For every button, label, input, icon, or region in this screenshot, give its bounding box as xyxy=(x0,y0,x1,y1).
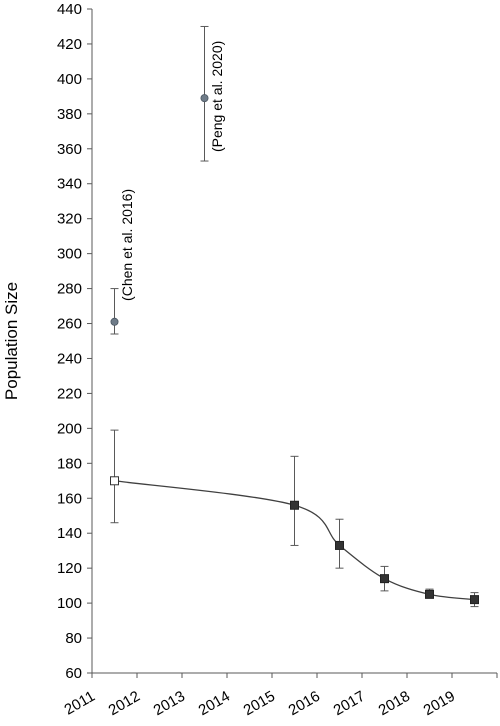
y-tick-label: 320 xyxy=(57,211,82,228)
y-tick-label: 400 xyxy=(57,71,82,88)
x-tick-label: 2017 xyxy=(331,688,368,719)
y-tick-label: 120 xyxy=(57,560,82,577)
y-tick-label: 260 xyxy=(57,316,82,333)
x-tick-label: 2016 xyxy=(286,688,323,719)
x-tick-label: 2012 xyxy=(106,688,143,719)
y-tick-label: 360 xyxy=(57,141,82,158)
y-tick-label: 240 xyxy=(57,350,82,367)
y-tick-label: 180 xyxy=(57,455,82,472)
y-tick-label: 380 xyxy=(57,106,82,123)
y-tick-label: 440 xyxy=(57,1,82,18)
x-tick-label: 2019 xyxy=(421,688,458,719)
data-point-circle xyxy=(200,94,209,103)
data-point-square xyxy=(425,589,434,599)
y-tick-label: 200 xyxy=(57,420,82,437)
data-point-square xyxy=(470,595,479,605)
y-tick-label: 80 xyxy=(65,630,82,647)
y-axis-title: Population Size xyxy=(2,282,21,400)
y-tick-label: 420 xyxy=(57,36,82,53)
y-tick-label: 340 xyxy=(57,176,82,193)
x-tick-label: 2018 xyxy=(376,688,413,719)
y-tick-label: 160 xyxy=(57,490,82,507)
data-point-circle xyxy=(110,317,119,326)
data-point-square xyxy=(290,500,299,510)
y-tick-label: 300 xyxy=(57,246,82,263)
x-tick-label: 2014 xyxy=(196,688,233,719)
x-tick-label: 2013 xyxy=(151,688,188,719)
y-tick-label: 280 xyxy=(57,281,82,298)
y-tick-label: 100 xyxy=(57,595,82,612)
citation-annotation: (Peng et al. 2020) xyxy=(209,41,225,152)
data-point-open-square xyxy=(110,476,119,486)
citation-annotation: (Chen et al. 2016) xyxy=(119,189,135,301)
x-tick-label: 2015 xyxy=(241,688,278,719)
y-tick-label: 60 xyxy=(65,665,82,682)
y-tick-label: 140 xyxy=(57,525,82,542)
x-tick-label: 2011 xyxy=(62,688,98,719)
data-point-square xyxy=(380,574,389,584)
y-tick-label: 220 xyxy=(57,385,82,402)
data-point-square xyxy=(335,540,344,550)
